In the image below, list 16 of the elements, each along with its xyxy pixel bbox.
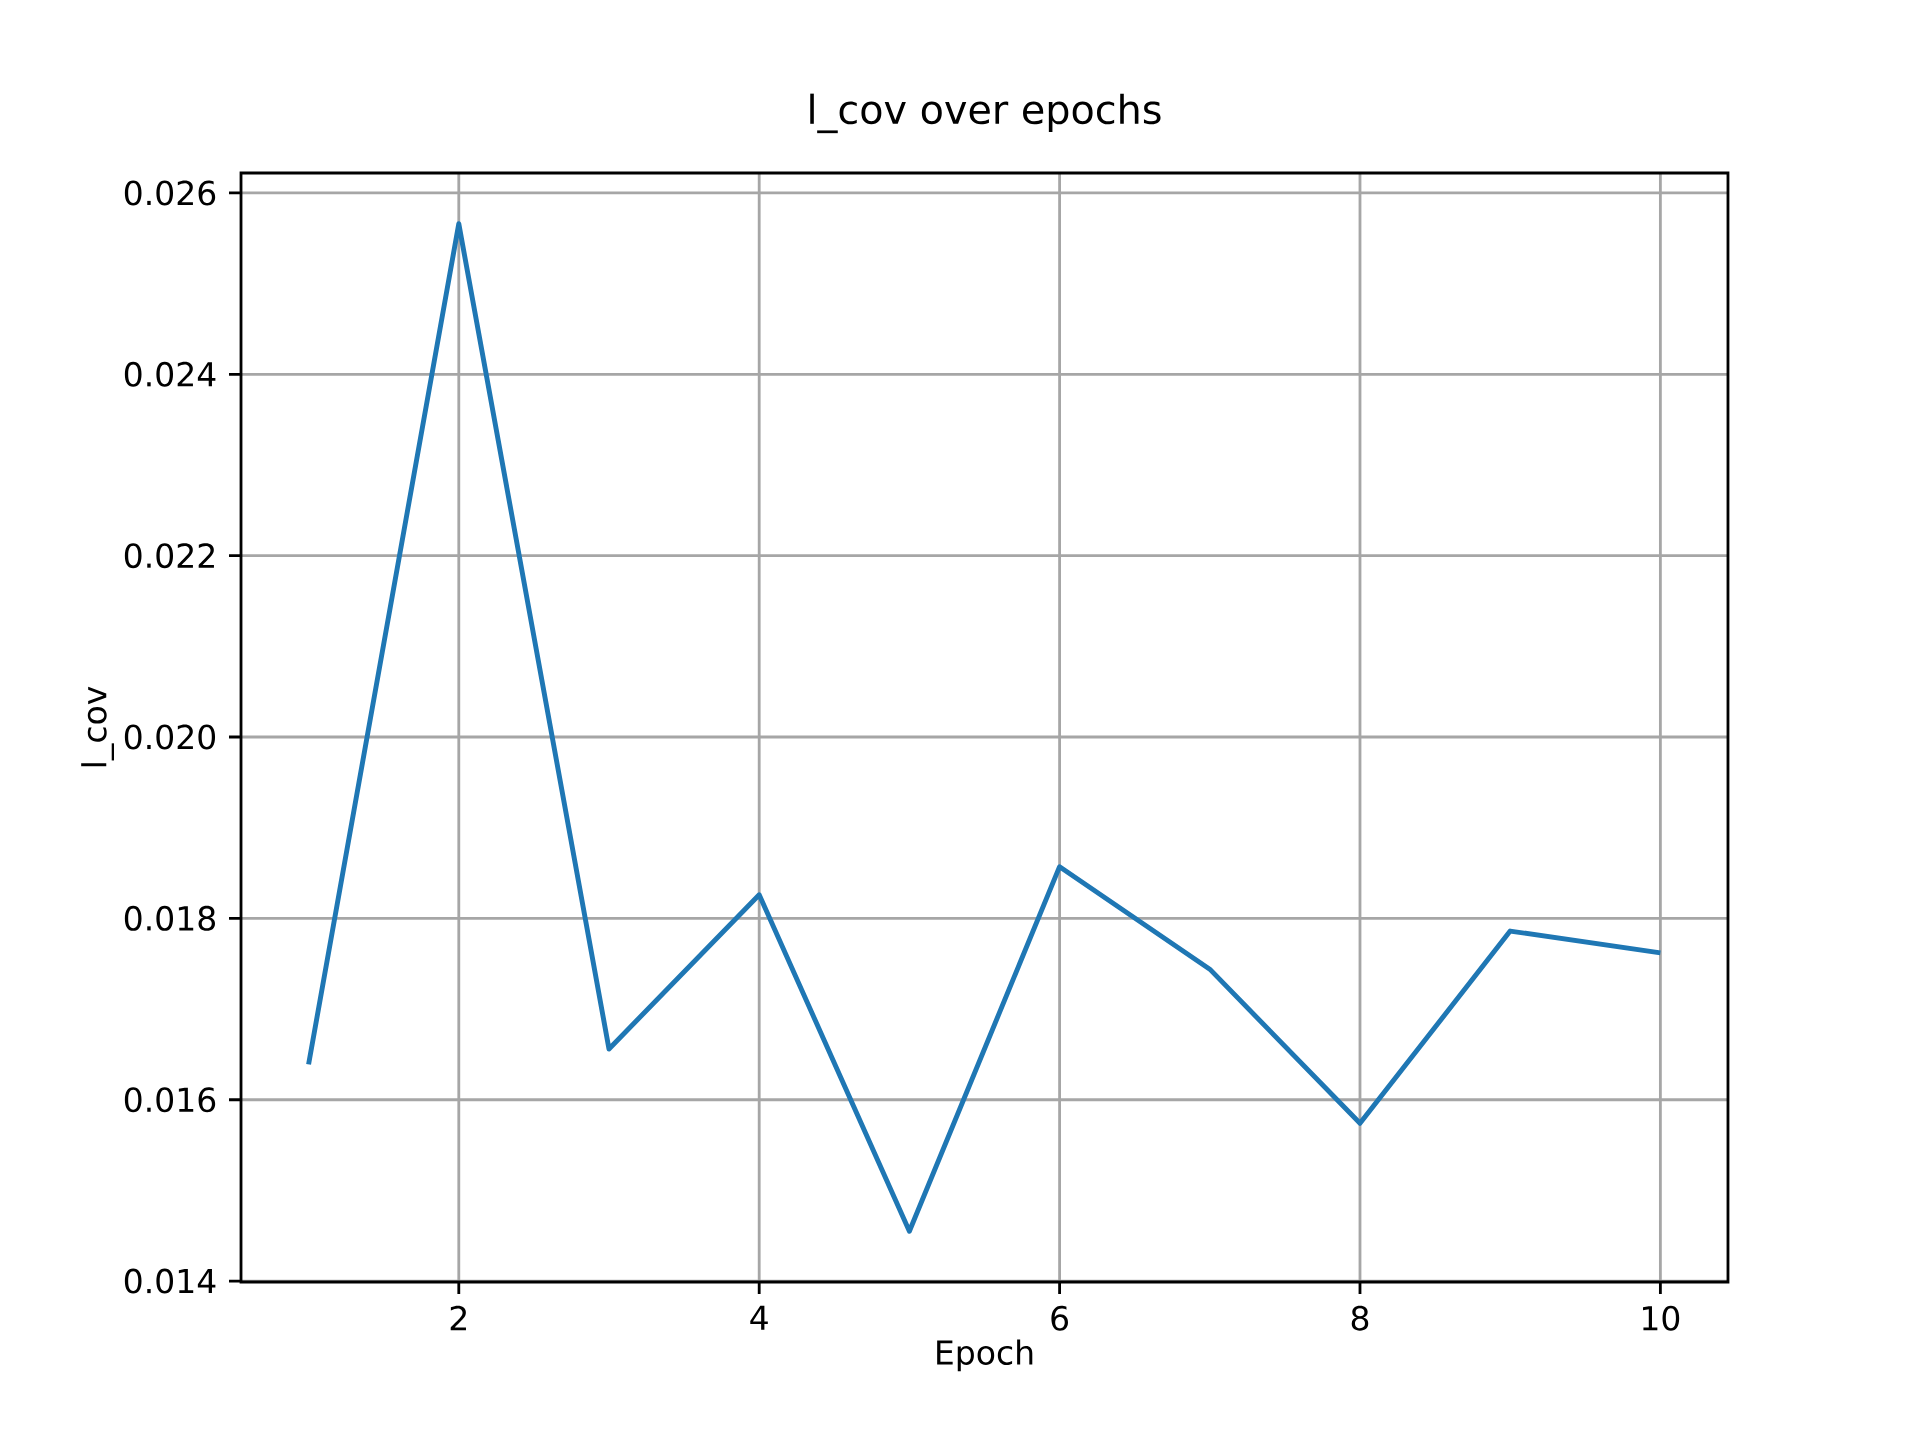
x-tick-label: 10	[1643, 1305, 1680, 1331]
x-tick-label: 6	[1051, 1305, 1068, 1331]
x-tick-label: 8	[1351, 1305, 1369, 1331]
y-tick-label: 0.016	[124, 1087, 216, 1113]
x-tick-label: 4	[750, 1305, 768, 1330]
y-tick-label: 0.024	[124, 361, 216, 387]
y-tick-label: 0.020	[124, 724, 216, 750]
y-tick-label: 0.014	[124, 1268, 216, 1294]
y-tick-label: 0.018	[124, 905, 215, 931]
line-series	[306, 221, 1663, 1234]
y-axis-title: l_cov	[81, 686, 115, 767]
x-axis-title: Epoch	[937, 1339, 1033, 1372]
y-tick-label: 0.026	[124, 180, 216, 206]
y-tick-label: 0.022	[124, 543, 214, 569]
x-tick-label: 2	[450, 1305, 466, 1331]
chart-title: l_cov over epochs	[810, 93, 1161, 134]
